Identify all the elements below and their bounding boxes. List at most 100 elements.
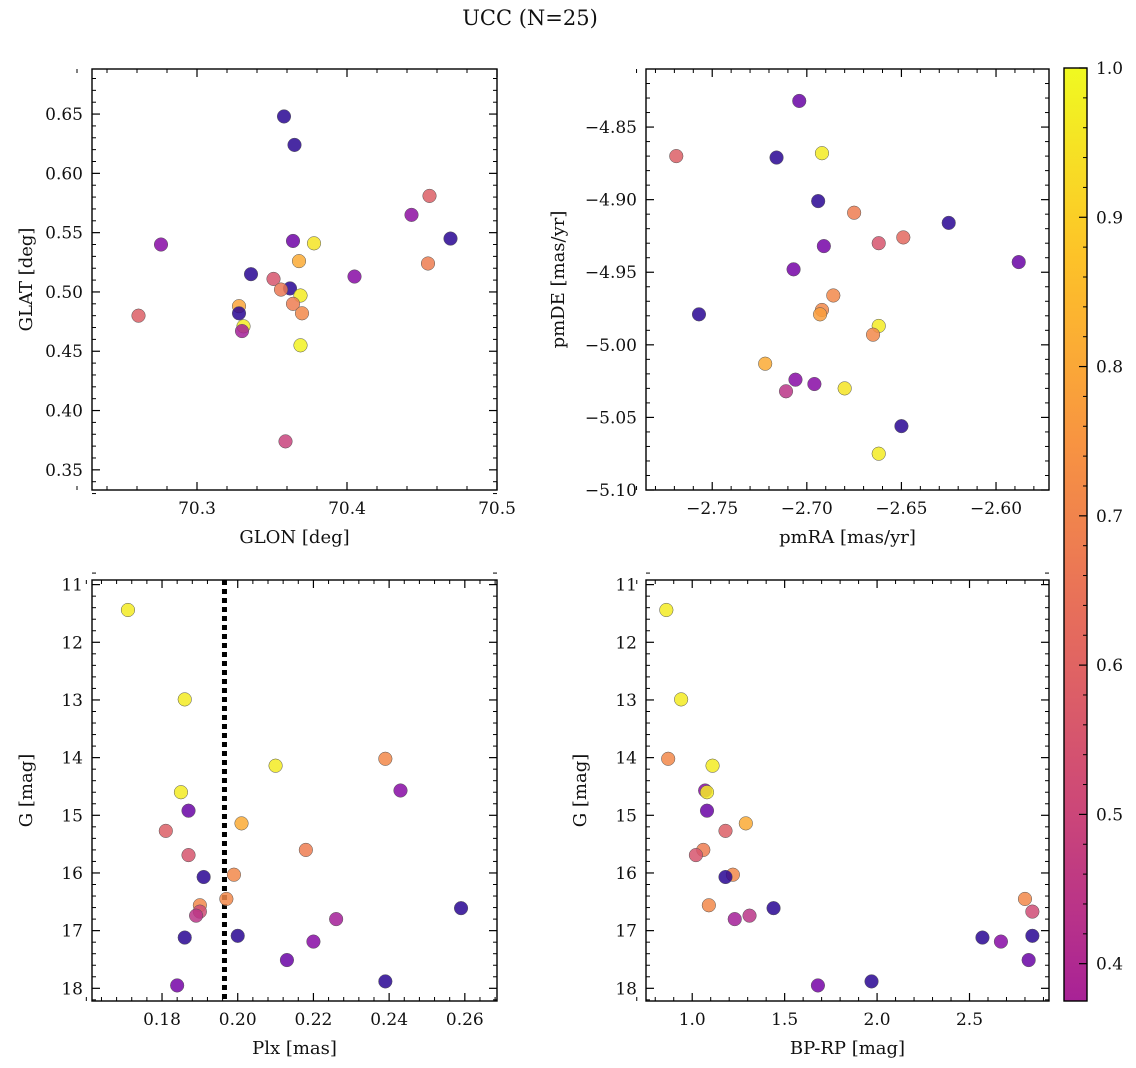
scatter-point (813, 307, 828, 322)
scatter-point (786, 262, 801, 277)
scatter-point (738, 816, 753, 831)
scatter-point (347, 269, 362, 284)
y-tick-label: 0.50 (45, 283, 83, 303)
scatter-point (826, 288, 841, 303)
scatter-point (158, 823, 173, 838)
scatter-point (285, 296, 301, 311)
scatter-point (837, 381, 852, 396)
x-axis-label: Plx [mas] (252, 1038, 337, 1059)
panel-glon-glat: 70.3 70.4 70.5 0.35 0.40 0.45 0.50 0.55 0.60 0.65… (16, 68, 516, 548)
scatter-point (807, 376, 822, 392)
scatter-point (661, 751, 676, 766)
colorbar-frame (1063, 67, 1088, 1002)
y-tick-label: −5.10 (585, 481, 637, 501)
scatter-points (131, 109, 458, 449)
scatter-point (1025, 904, 1040, 919)
y-tick-label: 13 (61, 691, 83, 711)
scatter-point (420, 256, 436, 271)
axes-frame (645, 579, 1050, 1002)
scatter-point (792, 93, 807, 108)
scatter-point (975, 930, 990, 945)
y-tick-label: −4.85 (585, 118, 637, 138)
y-tick-label: 14 (61, 749, 83, 769)
scatter-point (864, 974, 879, 989)
y-tick-label: 16 (615, 864, 637, 884)
y-tick-label: 12 (615, 633, 637, 653)
panel-bprp-g: 1.0 1.5 2.0 2.5 11 12 13 14 15 16 17 18 BP-RP [mag] G… (570, 572, 1050, 1059)
scatter-point (896, 230, 911, 245)
x-axis-label: GLON [deg] (239, 527, 349, 548)
scatter-point (758, 356, 773, 371)
scatter-point (268, 758, 283, 773)
y-tick-label: 13 (615, 691, 637, 711)
x-tick-label: −2.65 (875, 499, 927, 519)
scatter-point (231, 306, 247, 321)
scatter-point (659, 602, 674, 618)
scatter-point (273, 282, 289, 297)
y-tick-label: −5.00 (585, 336, 637, 356)
scatter-point (329, 912, 344, 927)
scatter-point (769, 150, 784, 165)
panel-plx-g: 0.18 0.20 0.22 0.24 0.26 11 12 13 14 15 16 17 18 Plx … (16, 572, 498, 1059)
x-tick-label: 0.18 (143, 1010, 181, 1030)
y-tick-label: −4.90 (585, 191, 637, 211)
scatter-point (699, 785, 715, 800)
scatter-point (453, 901, 469, 916)
scatter-points (659, 602, 1040, 993)
scatter-point (727, 912, 742, 927)
scatter-point (266, 271, 281, 286)
scatter-point (393, 783, 408, 798)
scatter-point (691, 307, 707, 322)
scatter-point (701, 898, 716, 913)
scatter-point (669, 149, 684, 164)
y-tick-label: 0.65 (45, 105, 83, 125)
scatter-point (718, 869, 733, 885)
x-tick-label: 70.4 (328, 499, 366, 519)
y-tick-label: 0.35 (45, 461, 83, 481)
scatter-point (443, 231, 458, 246)
scatter-point (291, 254, 307, 269)
scatter-point (871, 236, 886, 251)
x-tick-label: −2.75 (686, 499, 738, 519)
y-tick-label: 17 (615, 922, 637, 942)
scatter-point (810, 978, 825, 993)
y-tick-label: −4.95 (585, 263, 637, 283)
colorbar-tick-label: 0.4 (1096, 955, 1123, 975)
scatter-point (847, 205, 862, 220)
x-tick-label: 2.5 (956, 1010, 983, 1030)
colorbar: 0.4 0.5 0.6 0.7 0.8 0.9 1.0 (1063, 59, 1123, 1002)
x-tick-label: 1.5 (771, 1010, 798, 1030)
scatter-point (298, 842, 313, 857)
x-tick-label: 1.0 (679, 1010, 706, 1030)
scatter-point (278, 434, 293, 449)
panel-pmra-pmde: −2.75 −2.70 −2.65 −2.60 −5.10 −5.05 −5.00 −4.95… (548, 68, 1050, 548)
scatter-point (1011, 255, 1026, 270)
y-tick-label: 18 (615, 979, 637, 999)
y-tick-label: 18 (61, 979, 83, 999)
scatter-point (865, 327, 881, 342)
scatter-point (234, 816, 249, 831)
y-tick-label: 14 (615, 749, 637, 769)
colorbar-tick-label: 0.8 (1096, 358, 1123, 378)
x-tick-label: 70.3 (178, 499, 216, 519)
y-tick-label: 0.55 (45, 224, 83, 244)
scatter-point (688, 848, 703, 863)
scatter-point (378, 974, 393, 989)
scatter-point (177, 692, 192, 707)
scatter-point (234, 324, 250, 339)
scatter-point (181, 803, 196, 818)
scatter-point (778, 384, 794, 399)
y-tick-label: 15 (61, 806, 83, 826)
x-tick-label: 2.0 (864, 1010, 891, 1030)
colorbar-tick-label: 0.6 (1096, 656, 1123, 676)
scatter-point (177, 930, 192, 945)
scatter-point (378, 751, 393, 766)
scatter-point (230, 928, 245, 943)
scatter-point (243, 267, 259, 282)
scatter-point (871, 446, 886, 461)
y-axis-label: G [mag] (16, 754, 37, 827)
colorbar-gradient (1064, 68, 1087, 1001)
scatter-point (306, 236, 322, 251)
scatter-point (816, 239, 831, 254)
scatter-point (705, 758, 720, 773)
